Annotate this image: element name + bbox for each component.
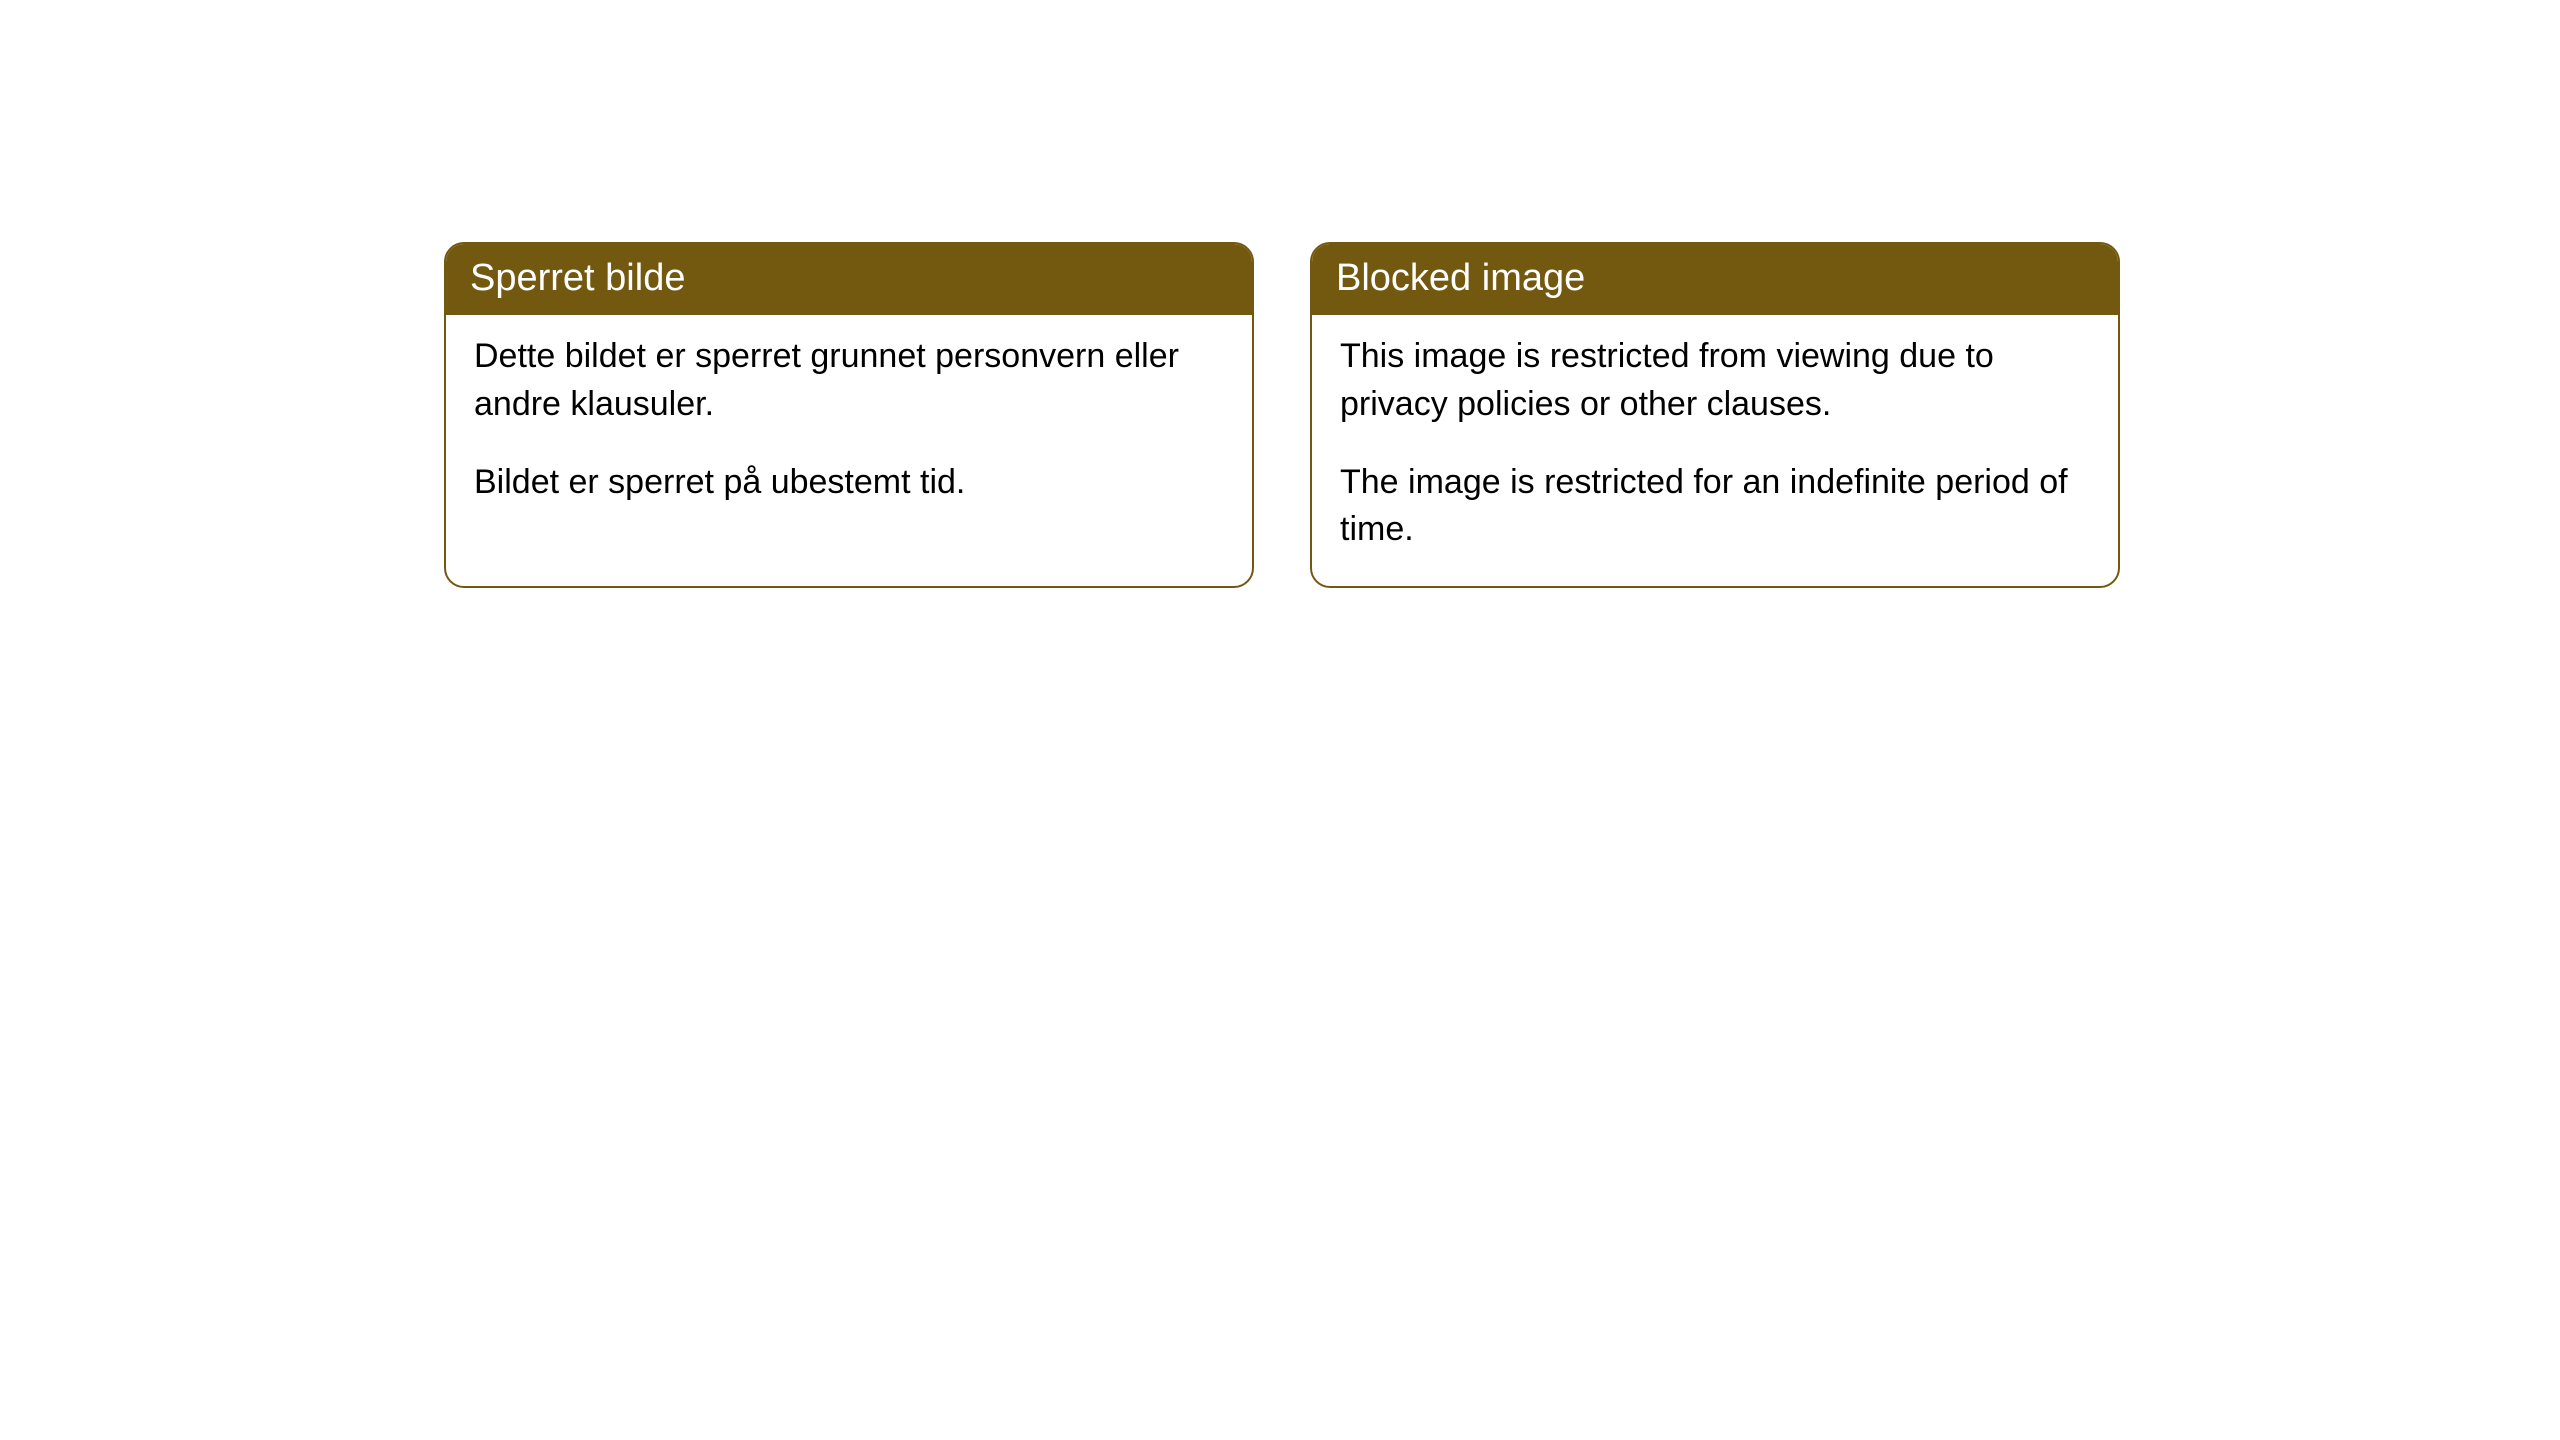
notice-card-norwegian: Sperret bilde Dette bildet er sperret gr… <box>444 242 1254 588</box>
notice-body-norwegian: Dette bildet er sperret grunnet personve… <box>446 315 1252 538</box>
notice-text-line1-english: This image is restricted from viewing du… <box>1340 333 2090 428</box>
notice-card-english: Blocked image This image is restricted f… <box>1310 242 2120 588</box>
notice-text-line2-norwegian: Bildet er sperret på ubestemt tid. <box>474 459 1224 507</box>
notice-body-english: This image is restricted from viewing du… <box>1312 315 2118 585</box>
notice-text-line2-english: The image is restricted for an indefinit… <box>1340 459 2090 554</box>
notice-header-norwegian: Sperret bilde <box>446 244 1252 315</box>
notice-header-english: Blocked image <box>1312 244 2118 315</box>
notice-text-line1-norwegian: Dette bildet er sperret grunnet personve… <box>474 333 1224 428</box>
notice-cards-container: Sperret bilde Dette bildet er sperret gr… <box>0 0 2560 588</box>
